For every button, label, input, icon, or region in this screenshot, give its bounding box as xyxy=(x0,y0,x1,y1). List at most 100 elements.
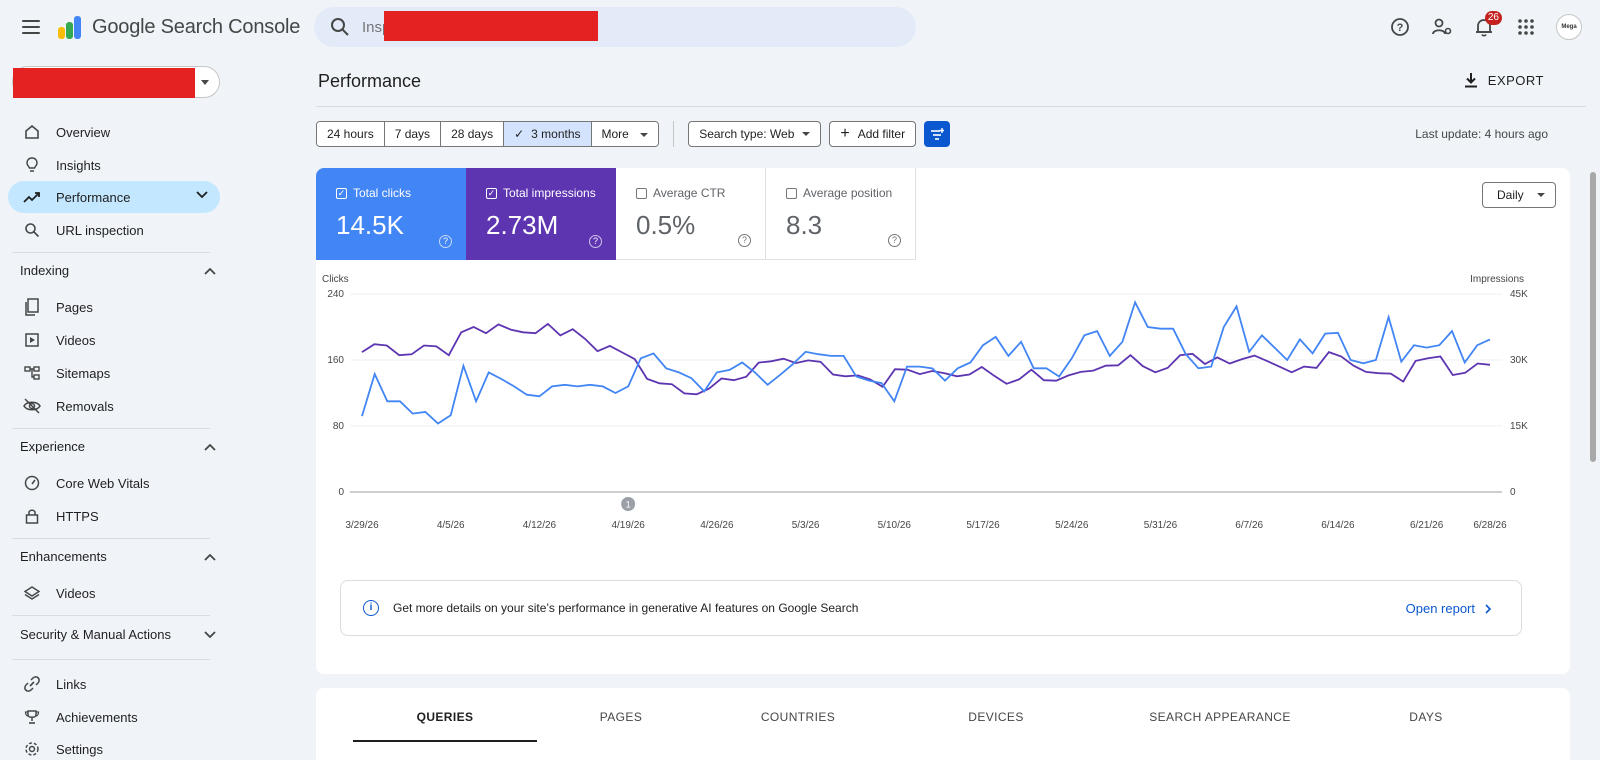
caret-down-icon xyxy=(1537,193,1545,197)
metric-total-impressions[interactable]: ✓ Total impressions 2.73M ? xyxy=(466,168,616,260)
dimension-tabs: QUERIES PAGES COUNTRIES DEVICES SEARCH A… xyxy=(316,688,1570,760)
info-icon: i xyxy=(363,600,379,616)
right-axis-title: Impressions xyxy=(1470,274,1524,285)
filter-settings-button[interactable] xyxy=(924,121,951,147)
account-avatar[interactable]: Mega xyxy=(1556,14,1582,40)
sidebar-item-url-inspection[interactable]: URL inspection xyxy=(8,214,220,246)
metric-label: Average CTR xyxy=(653,186,726,200)
app-title: Google Search Console xyxy=(92,15,301,38)
granularity-dropdown[interactable]: Daily xyxy=(1482,182,1556,208)
left-tick-label: 0 xyxy=(338,487,344,498)
x-tick-label: 4/12/26 xyxy=(523,520,557,531)
tab-countries[interactable]: COUNTRIES xyxy=(760,710,836,724)
check-icon: ✓ xyxy=(514,127,525,141)
x-tick-label: 5/24/26 xyxy=(1055,520,1089,531)
trophy-icon xyxy=(22,707,42,727)
sidebar-item-settings[interactable]: Settings xyxy=(8,733,220,760)
checkbox-unchecked-icon[interactable] xyxy=(636,187,647,199)
date-range-selector: 24 hours 7 days 28 days ✓ 3 months More xyxy=(316,121,660,147)
tab-pages[interactable]: PAGES xyxy=(599,710,643,724)
x-tick-label: 5/31/26 xyxy=(1144,520,1178,531)
range-7-days[interactable]: 7 days xyxy=(384,122,442,146)
tab-devices[interactable]: DEVICES xyxy=(968,710,1024,724)
metric-average-ctr[interactable]: Average CTR 0.5% ? xyxy=(616,168,766,260)
apps-grid-icon[interactable] xyxy=(1514,15,1538,39)
search-bar[interactable] xyxy=(314,7,916,47)
sidebar-item-links[interactable]: Links xyxy=(8,668,220,700)
notification-count-badge: 26 xyxy=(1484,11,1502,25)
checkbox-checked-icon[interactable]: ✓ xyxy=(336,187,347,199)
sidebar-item-https[interactable]: HTTPS xyxy=(8,500,220,532)
section-indexing[interactable]: Indexing xyxy=(20,263,216,278)
section-security-manual-actions[interactable]: Security & Manual Actions xyxy=(20,627,216,642)
section-experience[interactable]: Experience xyxy=(20,439,216,454)
checkbox-checked-icon[interactable]: ✓ xyxy=(486,187,497,199)
clicks-series-line xyxy=(361,299,1491,425)
range-24-hours[interactable]: 24 hours xyxy=(317,122,385,146)
help-icon[interactable]: ? xyxy=(1388,15,1412,39)
chart-annotation[interactable]: 1 xyxy=(621,497,636,511)
x-tick-label: 5/10/26 xyxy=(878,520,912,531)
search-icon xyxy=(22,220,42,240)
search-type-chip[interactable]: Search type: Web xyxy=(688,121,822,147)
main-menu-icon[interactable] xyxy=(20,16,42,38)
manage-users-icon[interactable] xyxy=(1430,15,1454,39)
help-icon[interactable]: ? xyxy=(589,235,602,248)
sidebar-item-label: Performance xyxy=(56,189,131,205)
add-filter-button[interactable]: + Add filter xyxy=(829,121,917,147)
x-tick-label: 4/19/26 xyxy=(611,520,645,531)
metric-value: 8.3 xyxy=(786,210,823,240)
checkbox-unchecked-icon[interactable] xyxy=(786,187,797,199)
export-button[interactable]: EXPORT xyxy=(1464,72,1544,88)
left-tick-label: 240 xyxy=(327,289,344,300)
open-report-link[interactable]: Open report xyxy=(1406,601,1491,616)
annotation-marker[interactable] xyxy=(621,497,636,511)
help-icon[interactable]: ? xyxy=(439,235,452,248)
export-label: EXPORT xyxy=(1487,72,1544,88)
filter-list-icon xyxy=(931,128,945,140)
help-icon[interactable]: ? xyxy=(888,234,901,247)
sidebar-item-videos[interactable]: Videos xyxy=(8,324,220,356)
range-3-months[interactable]: ✓ 3 months xyxy=(504,122,592,146)
video-icon xyxy=(22,330,42,350)
pages-icon xyxy=(22,297,42,317)
x-tick-label: 4/5/26 xyxy=(437,520,465,531)
sidebar-item-overview[interactable]: Overview xyxy=(8,116,220,148)
tab-search-appearance[interactable]: SEARCH APPEARANCE xyxy=(1149,710,1291,724)
chevron-down-icon xyxy=(196,191,208,199)
sidebar-item-label: URL inspection xyxy=(56,222,144,238)
notifications-icon[interactable]: 26 xyxy=(1472,11,1502,39)
metric-label: Average position xyxy=(803,186,893,200)
caret-down-icon xyxy=(802,132,811,136)
visibility-off-icon xyxy=(22,396,42,416)
sidebar-item-insights[interactable]: Insights xyxy=(8,149,220,181)
sidebar-item-core-web-vitals[interactable]: Core Web Vitals xyxy=(8,467,220,499)
help-icon[interactable]: ? xyxy=(738,234,751,247)
tab-queries[interactable]: QUERIES xyxy=(416,710,474,724)
metric-total-clicks[interactable]: ✓ Total clicks 14.5K ? xyxy=(316,168,466,260)
page-title: Performance xyxy=(318,71,422,91)
page-scrollbar[interactable] xyxy=(1590,172,1596,462)
sidebar-divider xyxy=(12,428,210,429)
sidebar-item-label: Core Web Vitals xyxy=(56,475,150,491)
layers-icon xyxy=(22,583,42,603)
sidebar-item-label: Sitemaps xyxy=(56,365,111,381)
app-logo[interactable]: Google Search Console xyxy=(56,13,300,41)
section-enhancements[interactable]: Enhancements xyxy=(20,549,216,564)
chart-axis-labels: Clicks Impressions 0 80 160 240 0 15K 30K 45K 3/29… xyxy=(322,274,1528,531)
sidebar-item-achievements[interactable]: Achievements xyxy=(8,701,220,733)
range-more[interactable]: More xyxy=(591,122,659,146)
sidebar-item-sitemaps[interactable]: Sitemaps xyxy=(8,357,220,389)
metric-average-position[interactable]: Average position 8.3 ? xyxy=(766,168,916,260)
property-selector[interactable] xyxy=(12,66,220,98)
search-type-label: Search type: Web xyxy=(699,127,795,141)
range-28-days[interactable]: 28 days xyxy=(441,122,505,146)
sidebar-item-pages[interactable]: Pages xyxy=(8,291,220,323)
sidebar-item-performance[interactable]: Performance xyxy=(8,181,220,213)
left-tick-label: 80 xyxy=(333,421,345,432)
caret-down-icon xyxy=(640,132,649,137)
sidebar-item-enhancement-videos[interactable]: Videos xyxy=(8,577,220,609)
tab-days[interactable]: DAYS xyxy=(1409,710,1443,724)
sidebar-item-removals[interactable]: Removals xyxy=(8,390,220,422)
header-divider xyxy=(316,106,1586,107)
